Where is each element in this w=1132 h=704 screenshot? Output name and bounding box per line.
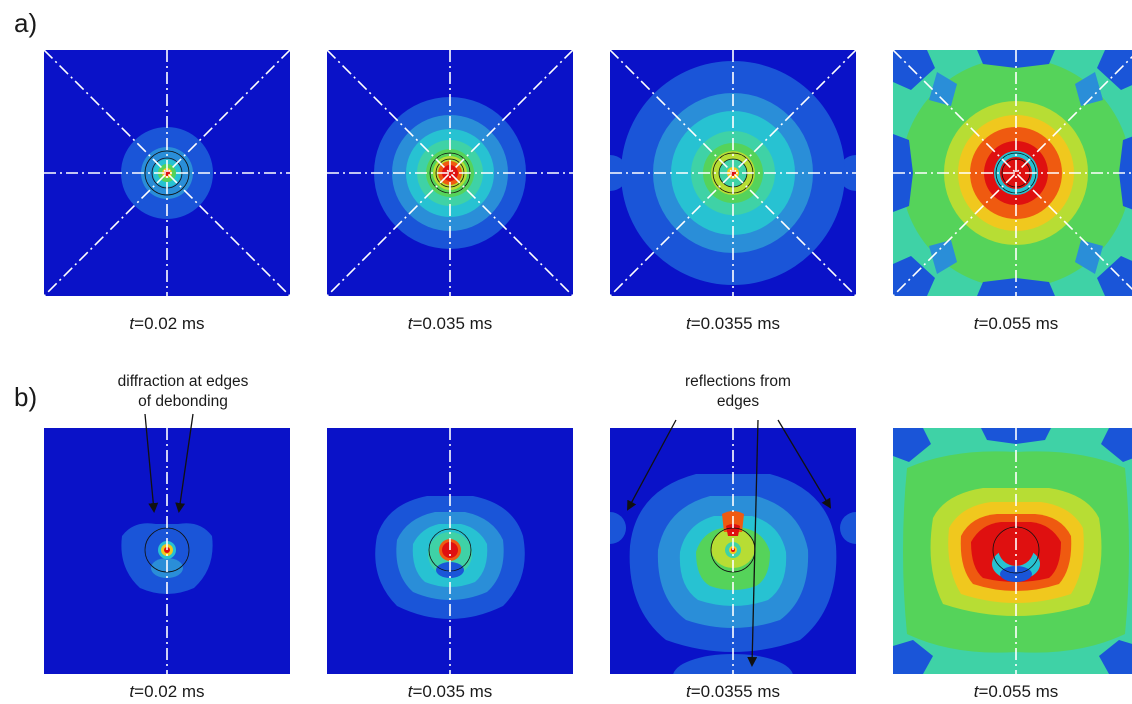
caption-a-4: t=0.055 ms [893, 314, 1132, 334]
caption-b-2: t=0.035 ms [327, 682, 573, 702]
annotation-diffraction: diffraction at edges of debonding [88, 372, 278, 412]
caption-a-3: t=0.0355 ms [610, 314, 856, 334]
caption-a-1: t=0.02 ms [44, 314, 290, 334]
time-value: =0.035 ms [412, 314, 493, 333]
annotation-reflections-line-2: edges [716, 393, 760, 410]
time-value: =0.035 ms [412, 682, 493, 701]
row-label-a: a) [14, 8, 38, 38]
panel-b-1 [44, 428, 290, 674]
panel-a-2 [327, 50, 573, 296]
time-symbol: t [129, 314, 135, 333]
caption-b-4: t=0.055 ms [893, 682, 1132, 702]
time-symbol: t [407, 314, 413, 333]
time-value: =0.02 ms [134, 314, 205, 333]
time-value: =0.0355 ms [690, 314, 781, 333]
time-symbol: t [973, 682, 979, 701]
time-value: =0.02 ms [134, 682, 205, 701]
panel-b-4 [893, 428, 1132, 674]
caption-b-3: t=0.0355 ms [610, 682, 856, 702]
row-label-b: b) [14, 382, 38, 412]
annotation-reflections: reflections from edges [658, 372, 818, 412]
panel-b-2 [327, 428, 573, 674]
time-symbol: t [407, 682, 413, 701]
annotation-diffraction-line-1: diffraction at edges [117, 373, 249, 390]
caption-b-1: t=0.02 ms [44, 682, 290, 702]
panel-a-3 [610, 50, 856, 296]
annotation-diffraction-line-2: of debonding [138, 393, 228, 410]
caption-a-2: t=0.035 ms [327, 314, 573, 334]
time-value: =0.0355 ms [690, 682, 781, 701]
time-symbol: t [685, 314, 691, 333]
time-value: =0.055 ms [978, 314, 1059, 333]
annotation-reflections-line-1: reflections from [685, 373, 791, 390]
time-value: =0.055 ms [978, 682, 1059, 701]
time-symbol: t [129, 682, 135, 701]
panel-a-4 [893, 50, 1132, 296]
panel-a-1 [44, 50, 290, 296]
time-symbol: t [685, 682, 691, 701]
time-symbol: t [973, 314, 979, 333]
panel-b-3 [610, 428, 856, 674]
